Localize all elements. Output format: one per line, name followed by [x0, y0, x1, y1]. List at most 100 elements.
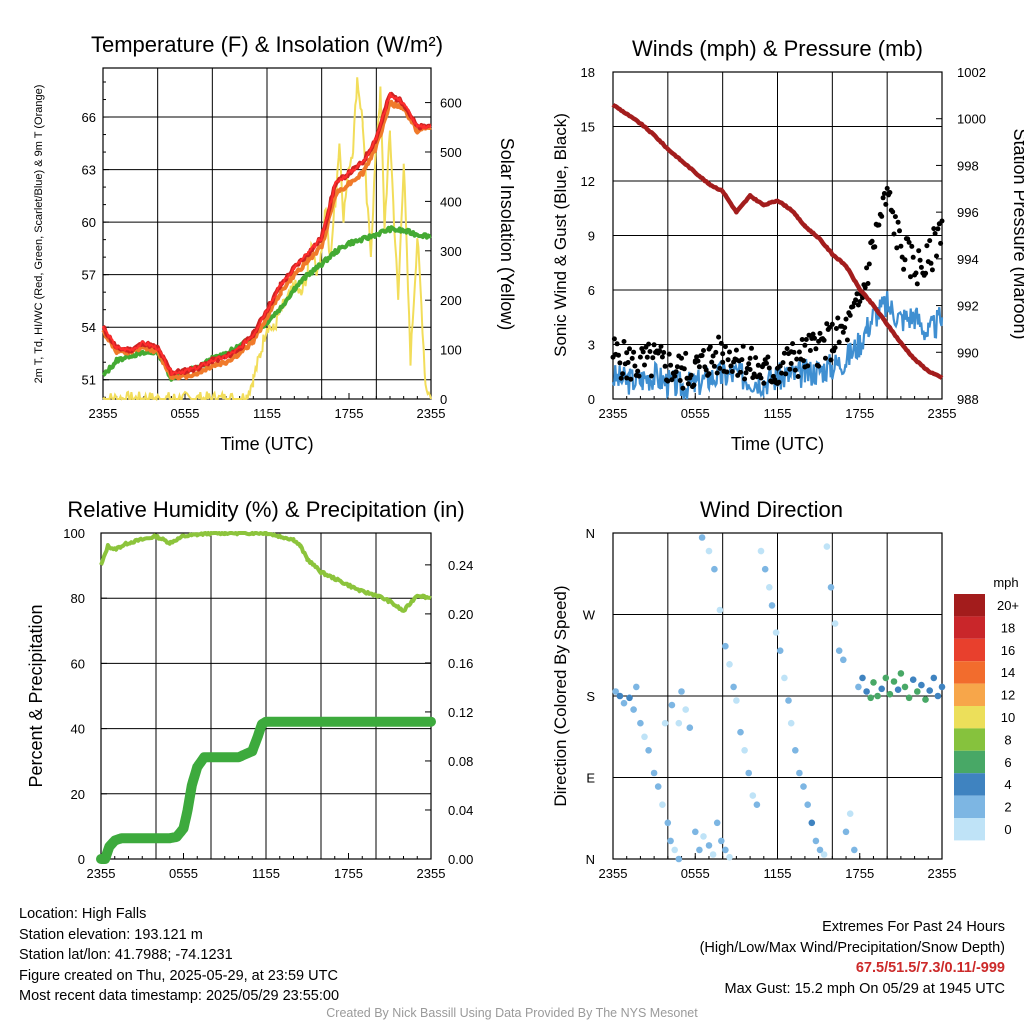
y-tick-label-left: 3 [588, 338, 595, 353]
y-tick-label-right: 0.24 [448, 558, 473, 573]
direction-point [664, 819, 672, 827]
direction-point [620, 699, 628, 707]
gust-point [616, 352, 621, 358]
direction-point [741, 747, 748, 754]
gust-point [780, 360, 786, 366]
gust-point [928, 260, 934, 266]
direction-point [700, 833, 707, 840]
x-tick-label: 0555 [681, 866, 710, 881]
gust-point [642, 362, 647, 368]
direction-point [753, 801, 761, 808]
gust-point [932, 231, 938, 236]
direction-point [705, 842, 713, 849]
gust-point [683, 350, 689, 356]
gust-point [662, 363, 668, 369]
gust-point [743, 370, 749, 376]
gust-point [648, 373, 654, 379]
gust-point [803, 337, 809, 342]
gust-point [931, 226, 937, 232]
legend-swatch [954, 616, 985, 639]
gust-point [791, 349, 797, 355]
gust-point [796, 349, 802, 355]
x-tick-label: 0555 [681, 406, 710, 421]
direction-point [874, 692, 881, 700]
gust-point [666, 351, 672, 357]
legend-label: 20+ [997, 598, 1019, 613]
y-tick-label-right: 998 [957, 158, 979, 173]
x-tick-label: 2355 [417, 866, 446, 881]
gust-point [696, 364, 702, 370]
gust-point [894, 245, 900, 251]
y-tick-label-right: 1000 [957, 112, 986, 127]
legend-swatch [954, 661, 985, 684]
legend-swatch [954, 594, 985, 617]
direction-point [909, 676, 917, 683]
y-tick-label-left: 66 [82, 110, 96, 125]
direction-point [630, 706, 637, 713]
gust-point [939, 218, 945, 224]
direction-point [859, 674, 866, 682]
direction-point [901, 683, 909, 691]
gust-point [717, 365, 723, 371]
y-tick-label-right: 990 [957, 345, 979, 360]
gust-point [709, 359, 715, 365]
direction-point [922, 696, 929, 703]
gust-point [672, 373, 678, 379]
gust-point [887, 190, 893, 195]
gust-point [739, 357, 745, 363]
direction-point [675, 719, 683, 727]
x-tick-label: 0555 [171, 406, 200, 421]
y-tick-label-right: 500 [440, 145, 462, 160]
gust-point [668, 362, 674, 368]
x-tick-label: 2355 [928, 866, 957, 881]
gust-point [883, 201, 889, 207]
y-tick-label-right: 300 [440, 244, 462, 259]
direction-point [711, 565, 718, 573]
y-tick-label-left: S [586, 689, 595, 704]
direction-point [682, 706, 689, 713]
y-tick-label-left: 0 [588, 392, 595, 407]
gust-point [828, 357, 834, 363]
gust-point [799, 337, 805, 342]
gust-point [729, 369, 735, 374]
y-tick-label-left: 63 [82, 163, 96, 178]
x-tick-label: 2355 [928, 406, 957, 421]
direction-point [867, 694, 874, 702]
gust-point [784, 346, 790, 352]
gust-point [725, 357, 731, 363]
gust-point [738, 369, 743, 375]
gust-point [865, 281, 871, 286]
x-tick-label: 2355 [417, 406, 446, 421]
gust-point [842, 325, 848, 331]
direction-point [641, 733, 648, 741]
gust-point [688, 372, 694, 378]
y-tick-label-right: 994 [957, 252, 979, 267]
direction-point [730, 683, 737, 691]
direction-point [934, 692, 942, 700]
gust-point [788, 361, 794, 366]
y-tick-label-left: 0 [78, 852, 85, 867]
gust-point [694, 354, 700, 360]
y-tick-label-right: 200 [440, 293, 462, 308]
credit-text: Created By Nick Bassill Using Data Provi… [326, 1006, 698, 1020]
gust-point [923, 270, 929, 276]
gust-point [824, 321, 830, 327]
direction-point [772, 629, 780, 636]
gust-point [934, 253, 939, 259]
y-axis-label-left: Direction (Colored By Speed) [551, 585, 570, 806]
direction-point [718, 837, 725, 845]
gust-point [720, 351, 726, 357]
x-tick-label: 1155 [764, 406, 792, 421]
direction-point [713, 819, 721, 827]
y-axis-label-left: Sonic Wind & Gust (Blue, Black) [551, 113, 570, 357]
x-tick-label: 1155 [252, 866, 280, 881]
gust-point [747, 355, 753, 361]
direction-point [768, 602, 776, 609]
gust-point [611, 336, 617, 342]
gust-point [866, 261, 872, 267]
legend-label: 4 [1004, 777, 1011, 792]
gust-point [621, 339, 627, 344]
direction-point [722, 642, 729, 650]
gust-point [843, 316, 849, 322]
gust-point [685, 381, 691, 387]
